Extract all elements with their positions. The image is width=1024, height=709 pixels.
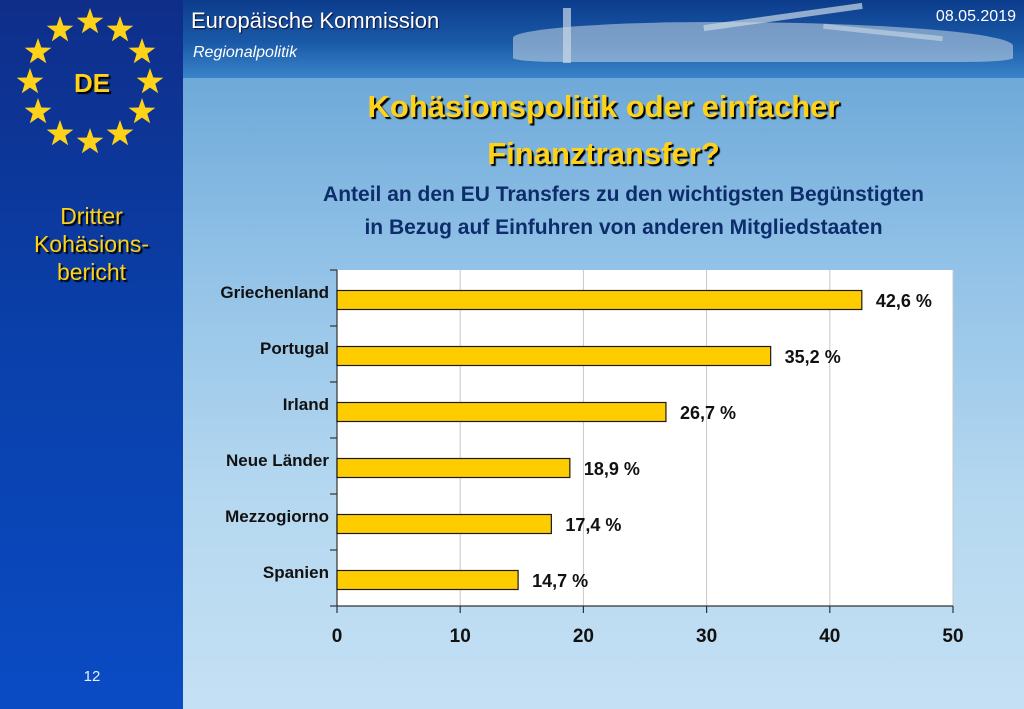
bar [336, 457, 571, 479]
eu-star-icon [16, 68, 44, 94]
report-title-line1: Dritter [60, 203, 123, 229]
data-label: 14,7 % [532, 571, 588, 591]
eu-star-icon [128, 38, 156, 64]
chart-subtitle-line2: in Bezug auf Einfuhren von anderen Mitgl… [364, 216, 883, 239]
bar-chart: 0 10 20 30 40 50 Griechenland 42,6 % Portugal 35,… [220, 269, 964, 647]
category-label: Mezzogiorno [225, 507, 329, 526]
x-tick-label: 50 [942, 626, 963, 647]
category-label: Portugal [260, 339, 329, 358]
category-label: Griechenland [220, 283, 329, 302]
bar [336, 345, 772, 367]
slide-title-line2: Finanztransfer? [487, 136, 720, 171]
chart-subtitle-line1: Anteil an den EU Transfers zu den wichti… [323, 183, 924, 206]
data-label: 35,2 % [785, 347, 841, 367]
report-title-line3: bericht [56, 259, 127, 285]
slide-title-line1: Kohäsionspolitik oder einfacher [367, 89, 840, 124]
bar [336, 569, 519, 591]
country-code: DE [73, 68, 111, 98]
bar [336, 513, 552, 535]
eu-stars-emblem [16, 8, 164, 154]
eu-star-icon [106, 16, 134, 42]
eu-star-icon [76, 128, 104, 154]
category-label: Spanien [263, 563, 329, 582]
eu-star-icon [46, 16, 74, 42]
department: Regionalpolitik [193, 44, 298, 61]
x-tick-label: 30 [696, 626, 717, 647]
x-tick-label: 0 [332, 626, 343, 647]
page-number: 12 [83, 668, 101, 685]
sidebar: DE Dritter Kohäsions- bericht 12 [0, 0, 183, 709]
data-label: 26,7 % [680, 403, 736, 423]
x-tick-label: 40 [819, 626, 840, 647]
data-label: 18,9 % [584, 459, 640, 479]
plot-area [337, 270, 953, 606]
eu-star-icon [128, 98, 156, 124]
slide-date: 08.05.2019 [935, 8, 1016, 25]
eu-star-icon [46, 120, 74, 146]
header-photo-decoration [513, 22, 1013, 62]
eu-star-icon [24, 98, 52, 124]
x-tick-label: 20 [573, 626, 594, 647]
category-label: Irland [283, 395, 329, 414]
eu-star-icon [24, 38, 52, 64]
header-band [183, 0, 1024, 78]
data-label: 42,6 % [876, 291, 932, 311]
eu-star-icon [106, 120, 134, 146]
bar [336, 401, 667, 423]
eu-star-icon [76, 8, 104, 34]
category-label: Neue Länder [226, 451, 329, 470]
x-tick-label: 10 [450, 626, 471, 647]
bar [336, 289, 863, 311]
org-name: Europäische Kommission [191, 8, 440, 33]
report-title-line2: Kohäsions- [33, 231, 150, 257]
report-title: Dritter Kohäsions- bericht [0, 202, 183, 286]
data-label: 17,4 % [565, 515, 621, 535]
eu-star-icon [136, 68, 164, 94]
